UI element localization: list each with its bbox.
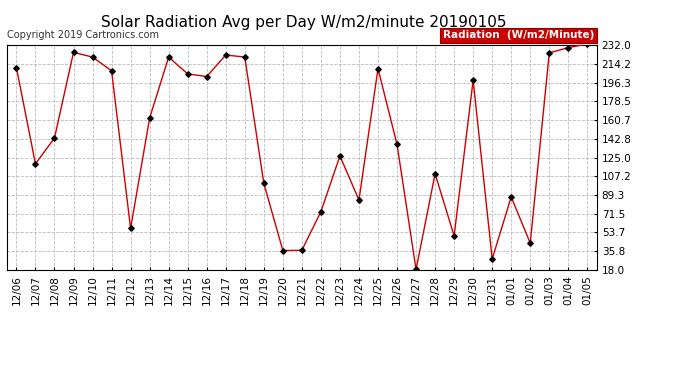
Text: Radiation  (W/m2/Minute): Radiation (W/m2/Minute) [442, 30, 594, 40]
Text: Copyright 2019 Cartronics.com: Copyright 2019 Cartronics.com [7, 30, 159, 40]
Text: Solar Radiation Avg per Day W/m2/minute 20190105: Solar Radiation Avg per Day W/m2/minute … [101, 15, 506, 30]
